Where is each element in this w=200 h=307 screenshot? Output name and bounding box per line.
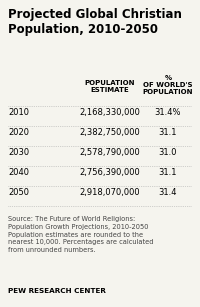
Text: 2,756,390,000: 2,756,390,000	[80, 168, 140, 177]
Text: PEW RESEARCH CENTER: PEW RESEARCH CENTER	[8, 288, 106, 294]
Text: 2,382,750,000: 2,382,750,000	[80, 128, 140, 137]
Text: 2,918,070,000: 2,918,070,000	[80, 188, 140, 197]
Text: 2040: 2040	[8, 168, 29, 177]
Text: 2030: 2030	[8, 148, 29, 157]
Text: 31.4%: 31.4%	[155, 108, 181, 117]
Text: 2010: 2010	[8, 108, 29, 117]
Text: 2,168,330,000: 2,168,330,000	[80, 108, 140, 117]
Text: 31.4: 31.4	[159, 188, 177, 197]
Text: 2050: 2050	[8, 188, 29, 197]
Text: 31.1: 31.1	[159, 168, 177, 177]
Text: Projected Global Christian
Population, 2010-2050: Projected Global Christian Population, 2…	[8, 8, 182, 37]
Text: POPULATION
ESTIMATE: POPULATION ESTIMATE	[85, 80, 135, 93]
Text: 31.1: 31.1	[159, 128, 177, 137]
Text: 2,578,790,000: 2,578,790,000	[80, 148, 140, 157]
Text: 2020: 2020	[8, 128, 29, 137]
Text: 31.0: 31.0	[159, 148, 177, 157]
Text: Source: The Future of World Religions:
Population Growth Projections, 2010-2050
: Source: The Future of World Religions: P…	[8, 216, 154, 253]
Text: %
OF WORLD'S
POPULATION: % OF WORLD'S POPULATION	[143, 75, 193, 95]
